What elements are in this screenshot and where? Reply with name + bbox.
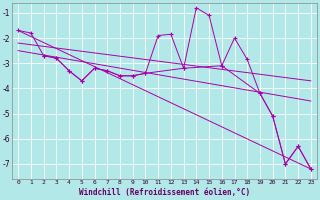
X-axis label: Windchill (Refroidissement éolien,°C): Windchill (Refroidissement éolien,°C) — [79, 188, 250, 197]
